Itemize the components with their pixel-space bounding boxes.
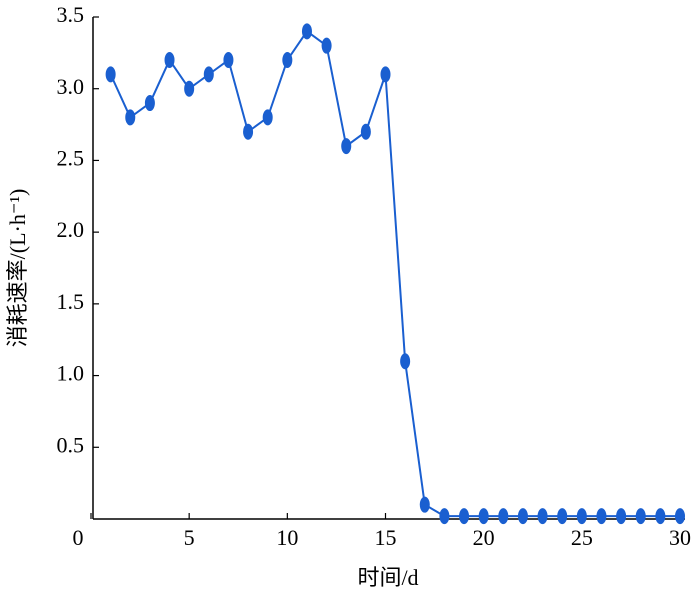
data-point xyxy=(655,508,666,525)
data-point xyxy=(675,508,685,525)
x-tick-label: 20 xyxy=(473,525,495,550)
y-tick-label: 0.5 xyxy=(57,432,85,457)
x-axis-label: 时间/d xyxy=(357,565,418,590)
data-line xyxy=(109,29,680,518)
y-tick-label: 2.0 xyxy=(57,217,85,242)
data-point xyxy=(144,95,155,112)
y-tick-label: 1.5 xyxy=(57,289,85,314)
y-tick-label: 3.0 xyxy=(57,74,85,99)
data-point xyxy=(321,37,332,54)
x-tick-label: 15 xyxy=(375,525,397,550)
data-point xyxy=(478,508,489,525)
data-point xyxy=(223,52,234,69)
x-tick-label: 10 xyxy=(276,525,298,550)
y-tick-label: 1.0 xyxy=(57,361,85,386)
data-point xyxy=(164,52,175,69)
x-tick-label: 0 xyxy=(73,525,84,550)
data-point xyxy=(243,123,254,140)
data-point xyxy=(498,508,509,525)
data-point xyxy=(557,508,568,525)
data-point xyxy=(400,353,411,370)
data-point xyxy=(341,138,352,155)
data-point xyxy=(419,496,430,513)
data-point xyxy=(439,508,450,525)
data-point xyxy=(459,508,470,525)
data-point xyxy=(184,80,195,97)
y-axis-label: 消耗速率/(L·h⁻¹) xyxy=(5,189,30,348)
x-tick-label: 30 xyxy=(669,525,691,550)
data-point xyxy=(125,109,136,126)
data-point xyxy=(262,109,273,126)
data-point xyxy=(537,508,548,525)
y-tick-label: 2.5 xyxy=(57,145,85,170)
data-point xyxy=(282,52,293,69)
x-tick-label: 5 xyxy=(184,525,195,550)
data-point xyxy=(635,508,646,525)
data-point xyxy=(380,66,391,83)
data-point xyxy=(360,123,371,140)
data-point xyxy=(616,508,627,525)
data-point xyxy=(105,66,116,83)
data-point xyxy=(596,508,607,525)
data-point xyxy=(203,66,214,83)
data-point xyxy=(576,508,587,525)
y-tick-label: 3.5 xyxy=(57,2,85,27)
x-tick-label: 25 xyxy=(571,525,593,550)
data-point xyxy=(301,23,312,40)
data-point xyxy=(517,508,528,525)
